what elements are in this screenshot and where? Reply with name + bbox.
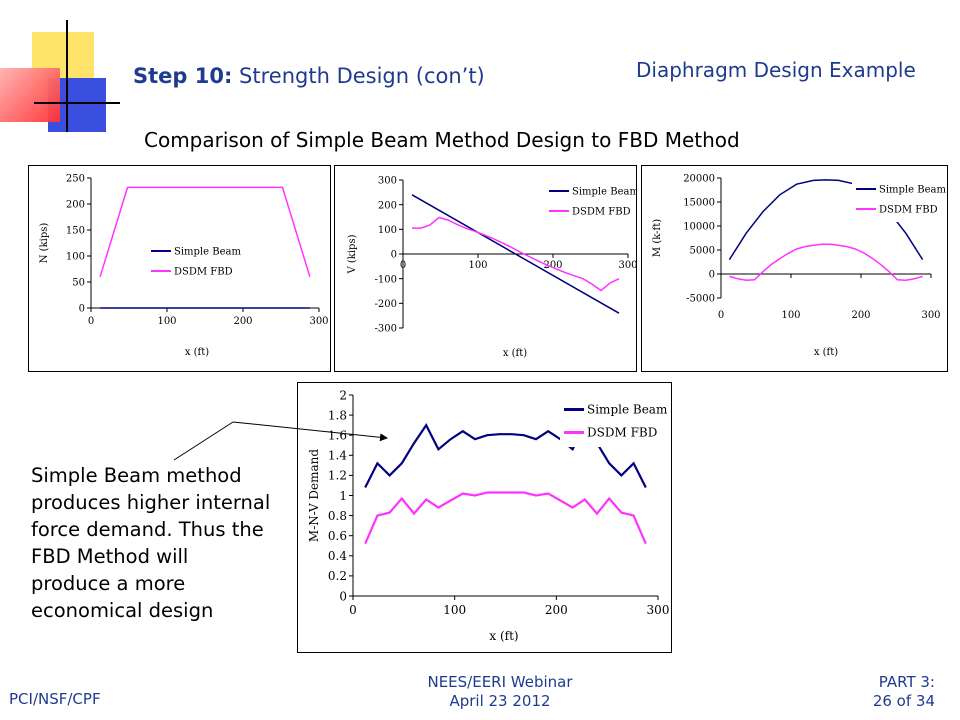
y-tick-label-m: 0 [709,270,715,281]
y-tick-label-n: 100 [66,252,85,263]
topic-title: Diaphragm Design Example [636,58,916,82]
chart-panel-n: 0 50 100 150 200 250 0 100 200 300 x (ft) N (kips) S… [28,165,331,372]
series-line-v-dsdm-fbd [412,216,620,292]
legend-label-n-1: DSDM FBD [174,267,233,278]
legend-label-v-0: Simple Beam [572,187,636,198]
logo-vertical-line [66,20,68,132]
x-axis-label-v: x (ft) [503,348,527,359]
x-tick-label-mnv: 200 [545,603,568,617]
y-axis-label-n: N (kips) [39,223,50,264]
y-tick-label-v: 100 [378,225,397,236]
legend-box-mnv [560,395,664,447]
legend-label-m-0: Simple Beam [879,185,946,196]
y-tick-label-n: 250 [66,174,85,185]
step-title-bold: Step 10: [133,64,233,88]
x-tick-label-n: 100 [157,316,176,327]
y-tick-label-mnv: 0.6 [328,529,347,543]
logo-red-square [0,68,60,122]
legend-box-v [545,178,641,224]
footer-center-line2: April 23 2012 [449,692,551,710]
x-axis-label-mnv: x (ft) [489,629,518,643]
y-tick-label-v: -300 [375,324,397,335]
step-title-rest: Strength Design (con’t) [232,64,485,88]
chart-panel-m: -5000 0 5000 10000 15000 20000 0 100 200 300 x (ft… [641,165,948,372]
y-axis-label-m: M (k-ft) [652,219,663,257]
x-axis-label-m: x (ft) [814,347,838,358]
annotation-text: Simple Beam method produces higher inter… [31,464,271,622]
slide-subtitle: Comparison of Simple Beam Method Design … [144,128,740,152]
legend-box-n [147,238,257,284]
x-tick-label-m: 300 [921,310,940,321]
y-tick-label-v: 0 [391,250,397,261]
x-tick-label-n: 300 [309,316,328,327]
y-tick-label-m: 5000 [690,246,715,257]
series-line-n-dsdm-fbd [99,186,311,278]
chart-panel-v: -300 -200 -100 0 100 200 300 0 100 200 300 x (ft) V … [334,165,641,372]
x-axis-label-n: x (ft) [185,347,209,358]
y-tick-label-mnv: 0.2 [328,569,347,583]
footer-center-line1: NEES/EERI Webinar [427,673,573,691]
y-tick-label-mnv: 1.4 [328,449,347,463]
x-tick-label-n: 0 [88,316,94,327]
x-tick-label-mnv: 100 [443,603,466,617]
legend-label-mnv-0: Simple Beam [587,403,668,417]
footer-center: NEES/EERI Webinar April 23 2012 [380,673,620,711]
y-tick-label-mnv: 1 [339,489,347,503]
y-tick-label-m: 10000 [683,222,715,233]
y-axis-label-mnv: M-N-V Demand [307,449,321,542]
x-tick-label-m: 100 [781,310,800,321]
legend-label-n-0: Simple Beam [174,247,241,258]
legend-label-mnv-1: DSDM FBD [587,426,657,440]
series-line-m-dsdm-fbd [729,243,923,281]
y-tick-label-v: -200 [375,299,397,310]
y-axis-label-v: V (kips) [347,234,358,274]
legend-box-m [852,176,948,222]
slide-logo [0,20,120,140]
x-tick-label-mnv: 0 [349,603,357,617]
chart-n: 0 50 100 150 200 250 0 100 200 300 x (ft) N (kips) S… [39,174,329,358]
y-tick-label-m: 20000 [683,174,715,185]
y-tick-label-n: 50 [72,278,85,289]
x-tick-label-m: 0 [718,310,724,321]
y-tick-label-mnv: 0 [339,589,347,603]
legend-label-v-1: DSDM FBD [572,207,631,218]
x-tick-label-v: 200 [543,260,562,271]
y-tick-label-mnv: 0.8 [328,509,347,523]
x-tick-label-m: 200 [851,310,870,321]
x-tick-label-v: 0 [400,260,406,271]
x-tick-label-v: 100 [468,260,487,271]
y-tick-label-mnv: 2 [339,388,347,402]
y-tick-label-v: 200 [378,200,397,211]
y-tick-label-n: 150 [66,226,85,237]
y-tick-label-n: 0 [79,304,85,315]
y-tick-label-m: 15000 [683,198,715,209]
y-tick-label-mnv: 1.2 [328,469,347,483]
footer-left: PCI/NSF/CPF [9,690,101,708]
y-tick-label-v: -100 [375,274,397,285]
y-tick-label-v: 300 [378,176,397,187]
logo-horizontal-line [34,102,120,104]
step-title: Step 10: Strength Design (con’t) [133,64,485,88]
y-tick-label-mnv: 0.4 [328,549,347,563]
x-tick-label-n: 200 [233,316,252,327]
chart-panel-mnv: 0 0.2 0.4 0.6 0.8 1 1.2 1.4 1.6 1.8 2 0 100 200 300 x (… [297,382,672,653]
y-tick-label-m: -5000 [686,294,715,305]
callout-line-arrow [232,421,388,442]
y-tick-label-mnv: 1.8 [328,408,347,422]
callout-line-left [173,421,234,461]
series-line-mnv-dsdm-fbd [364,491,647,545]
footer-right: PART 3: 26 of 34 [830,673,935,711]
legend-label-m-1: DSDM FBD [879,205,938,216]
series-line-v-simple-beam [411,194,620,314]
footer-right-line2: 26 of 34 [872,692,935,710]
y-tick-label-n: 200 [66,200,85,211]
x-tick-label-v: 300 [618,260,636,271]
x-tick-label-mnv: 300 [647,603,670,617]
footer-right-line1: PART 3: [878,673,935,691]
